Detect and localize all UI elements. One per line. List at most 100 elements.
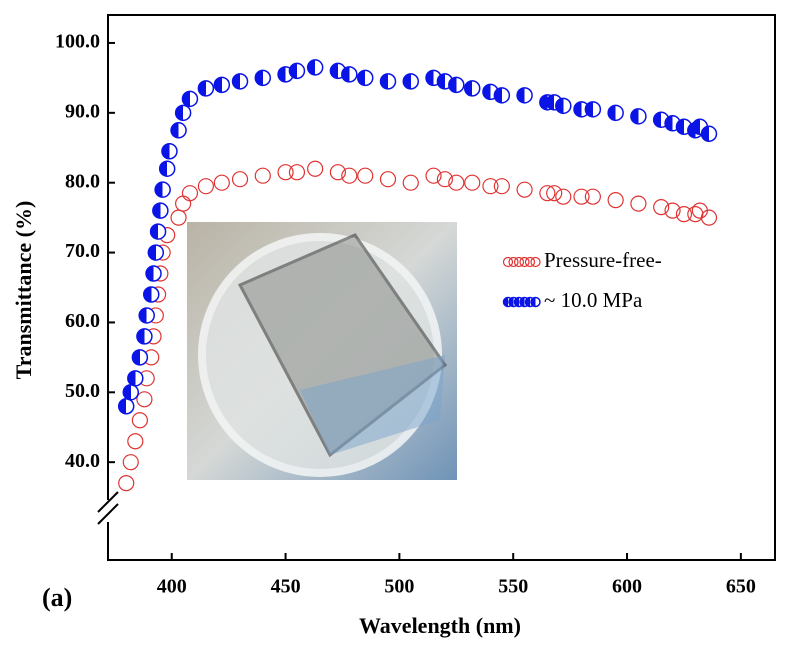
- data-point: [493, 178, 510, 195]
- data-point: [607, 104, 624, 122]
- data-point: [584, 188, 601, 205]
- legend-marker: [513, 256, 525, 268]
- data-point: [402, 174, 419, 191]
- data-point: [493, 87, 511, 104]
- plot-frame: [107, 14, 776, 561]
- data-point: [175, 195, 192, 212]
- data-point: [136, 328, 153, 345]
- x-tick-label: 600: [612, 576, 642, 598]
- data-point: [254, 69, 272, 87]
- x-tick-label: 500: [384, 576, 414, 598]
- data-point: [147, 244, 165, 261]
- data-point: [174, 104, 192, 122]
- x-axis-title: Wavelength (nm): [359, 613, 521, 638]
- y-tick-label: 70.0: [65, 240, 100, 262]
- data-point: [425, 167, 442, 184]
- y-tick-label: 80.0: [65, 170, 100, 192]
- data-point: [288, 164, 306, 181]
- data-point: [329, 164, 347, 181]
- data-point: [197, 178, 214, 195]
- data-point: [402, 73, 420, 90]
- data-point: [127, 433, 144, 450]
- data-point: [161, 143, 178, 160]
- data-point: [122, 384, 140, 401]
- data-point: [356, 69, 374, 87]
- data-point: [341, 66, 358, 83]
- axis-break: [97, 503, 119, 525]
- y-tick-label: 100.0: [55, 31, 100, 53]
- data-point: [288, 62, 306, 80]
- data-point: [630, 195, 647, 212]
- data-point: [213, 174, 230, 191]
- axis-break: [97, 491, 119, 513]
- data-point: [516, 181, 533, 198]
- legend-marker: [530, 256, 541, 268]
- legend-label: Pressure-free-: [544, 248, 662, 272]
- x-tick-label: 650: [726, 576, 756, 598]
- panel-label: (a): [42, 583, 72, 612]
- data-point: [213, 76, 231, 94]
- data-point: [131, 349, 149, 366]
- data-point: [448, 174, 465, 191]
- data-point: [231, 171, 249, 188]
- data-point: [254, 167, 271, 184]
- data-point: [154, 181, 171, 198]
- legend-label: ~ 10.0 MPa: [544, 288, 643, 312]
- data-point: [436, 171, 454, 188]
- data-point: [197, 80, 215, 97]
- data-point: [630, 108, 647, 125]
- data-point: [158, 160, 176, 177]
- legend-marker: [524, 256, 536, 268]
- data-point: [607, 192, 624, 209]
- data-point: [152, 202, 169, 219]
- data-point: [145, 265, 162, 282]
- data-point: [664, 202, 681, 219]
- data-point: [277, 164, 294, 181]
- data-point: [448, 76, 465, 94]
- data-point: [127, 370, 144, 387]
- data-point: [687, 206, 704, 223]
- y-tick-label: 40.0: [65, 450, 100, 472]
- data-point: [539, 185, 556, 202]
- data-point: [379, 171, 397, 188]
- data-point: [464, 174, 481, 191]
- data-point: [463, 80, 481, 97]
- data-point: [136, 391, 153, 408]
- x-tick-label: 400: [157, 576, 187, 598]
- data-point: [555, 188, 572, 205]
- data-point: [170, 122, 187, 139]
- inset-photo: [187, 222, 457, 480]
- x-tick-label: 450: [271, 576, 301, 598]
- data-point: [117, 398, 135, 415]
- data-point: [143, 286, 160, 303]
- data-point: [231, 73, 249, 90]
- data-point: [546, 185, 563, 202]
- legend-marker: [530, 296, 541, 308]
- data-point: [306, 59, 324, 76]
- y-tick-label: 50.0: [65, 380, 100, 402]
- y-tick-label: 90.0: [65, 100, 100, 122]
- data-point: [700, 209, 718, 226]
- data-point: [138, 307, 155, 324]
- legend-marker: [508, 256, 519, 268]
- y-tick-label: 60.0: [65, 310, 100, 332]
- data-point: [573, 188, 590, 205]
- y-axis-title: Transmittance (%): [11, 201, 36, 380]
- data-point: [131, 412, 148, 429]
- data-point: [357, 167, 374, 184]
- data-point: [482, 178, 499, 195]
- data-point: [118, 475, 135, 492]
- x-tick-label: 550: [498, 576, 528, 598]
- data-point: [170, 209, 187, 226]
- data-point: [341, 167, 358, 184]
- data-point: [181, 90, 199, 108]
- data-point: [675, 206, 693, 223]
- data-point: [181, 185, 199, 202]
- data-point: [379, 73, 397, 90]
- data-point: [653, 199, 670, 216]
- data-point: [516, 87, 533, 104]
- data-point: [584, 101, 602, 118]
- data-point: [555, 97, 572, 115]
